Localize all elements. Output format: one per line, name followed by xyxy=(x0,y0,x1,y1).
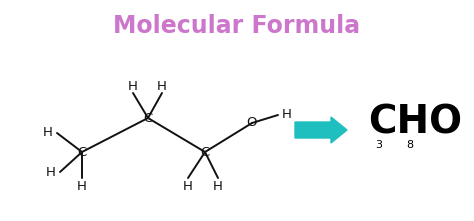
FancyArrow shape xyxy=(295,117,347,143)
Text: H: H xyxy=(157,80,167,93)
Text: C: C xyxy=(143,112,153,124)
Text: 8: 8 xyxy=(406,140,413,150)
Text: C: C xyxy=(77,145,87,158)
Text: C: C xyxy=(201,145,210,158)
Text: 3: 3 xyxy=(375,140,383,150)
Text: H: H xyxy=(213,179,223,192)
Text: H: H xyxy=(183,179,193,192)
Text: Molecular Formula: Molecular Formula xyxy=(113,14,361,38)
Text: H: H xyxy=(128,80,138,93)
Text: H: H xyxy=(77,179,87,192)
Text: H: H xyxy=(282,109,292,122)
Text: H: H xyxy=(43,126,53,139)
Text: H: H xyxy=(46,166,56,179)
Text: O: O xyxy=(247,116,257,130)
Text: CHO: CHO xyxy=(368,104,462,142)
